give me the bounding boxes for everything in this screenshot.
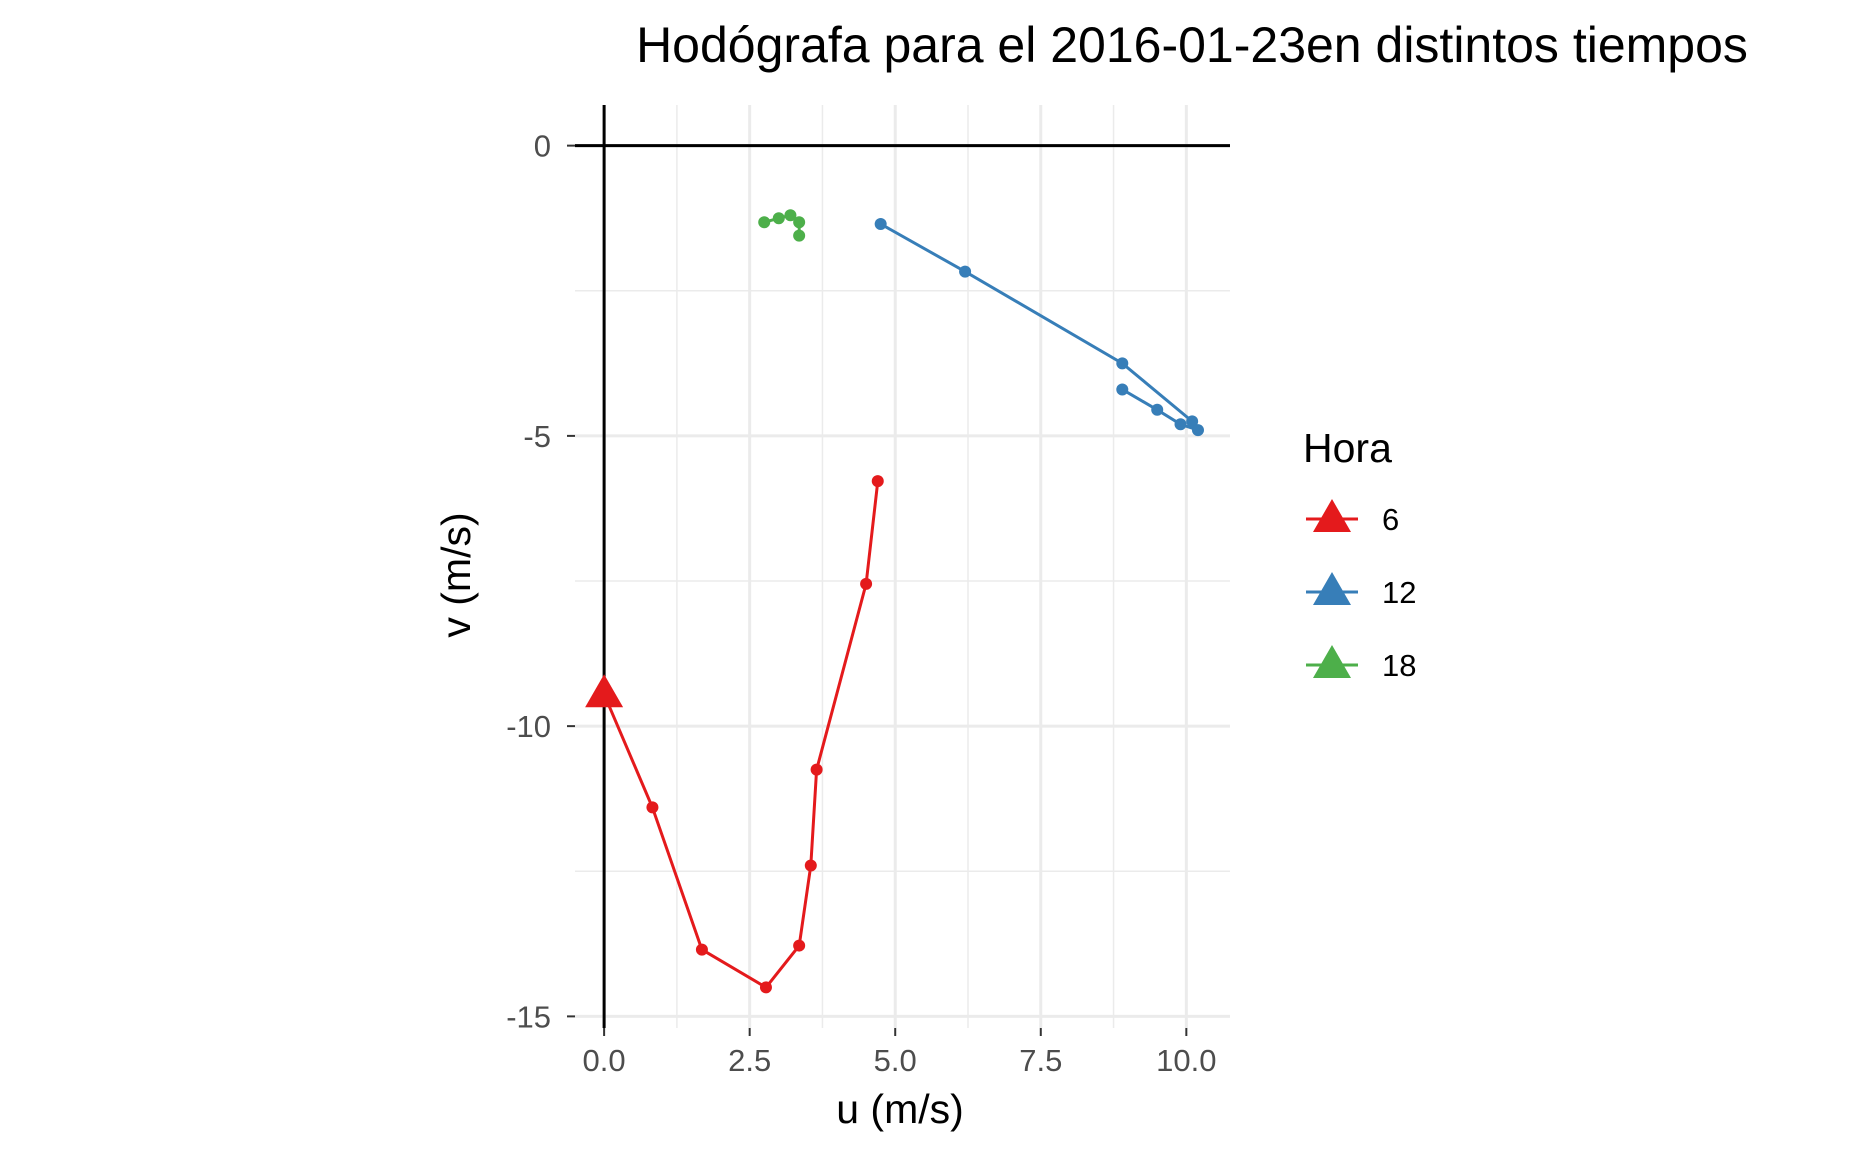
y-tick-label: -15 [506,999,551,1034]
chart-title: Hodógrafa para el 2016-01-23en distintos… [636,17,1748,73]
x-tick-label: 2.5 [728,1043,771,1078]
data-point-6 [759,981,772,994]
data-point-12 [874,218,887,231]
data-point-12 [1151,403,1164,416]
y-axis-title: v (m/s) [433,512,479,637]
data-point-6 [810,763,823,776]
legend-label: 18 [1382,648,1416,683]
data-point-18 [793,216,806,229]
legend-entry-6: 6 [1306,499,1399,537]
data-point-18 [772,212,785,225]
data-point-12 [1174,418,1187,431]
data-point-6 [646,801,659,814]
y-tick-label: -10 [506,709,551,744]
legend-title: Hora [1303,425,1392,471]
y-tick-label: -5 [523,419,551,454]
legend-label: 6 [1382,502,1399,537]
data-point-18 [758,216,771,229]
series-18 [758,209,806,242]
data-point-6 [860,577,873,590]
y-tick-label: 0 [534,129,551,164]
series-12 [874,218,1204,437]
data-point-18 [793,229,806,242]
data-point-12 [1186,415,1199,428]
series-line-6 [602,481,880,990]
data-point-6 [804,859,817,872]
x-axis-title: u (m/s) [836,1086,964,1132]
data-point-12 [1116,357,1129,370]
series-6 [585,475,884,994]
series-layer [585,209,1204,994]
legend-marker [1313,645,1351,678]
data-point-18 [784,209,797,222]
legend: Hora 6 12 18 [1303,425,1416,683]
legend-entry-12: 12 [1306,572,1416,610]
grid [575,105,1230,1028]
data-point-6 [871,475,884,488]
x-tick-label: 5.0 [874,1043,917,1078]
zero-lines [575,105,1230,1028]
legend-marker [1313,499,1351,532]
data-point-6 [793,939,806,952]
x-tick-label: 10.0 [1156,1043,1216,1078]
legend-entry-18: 18 [1306,645,1416,683]
data-point-6 [695,943,708,956]
start-marker-6 [585,674,624,708]
legend-label: 12 [1382,575,1416,610]
data-point-12 [959,265,972,278]
data-point-12 [1116,383,1129,396]
legend-marker [1313,572,1351,605]
x-tick-label: 0.0 [583,1043,626,1078]
x-axis: 0.0 2.5 5.0 7.5 10.0 [583,1028,1217,1078]
y-axis: 0 -5 -10 -15 [506,129,575,1034]
data-point-12 [1191,424,1204,437]
x-tick-label: 7.5 [1019,1043,1062,1078]
